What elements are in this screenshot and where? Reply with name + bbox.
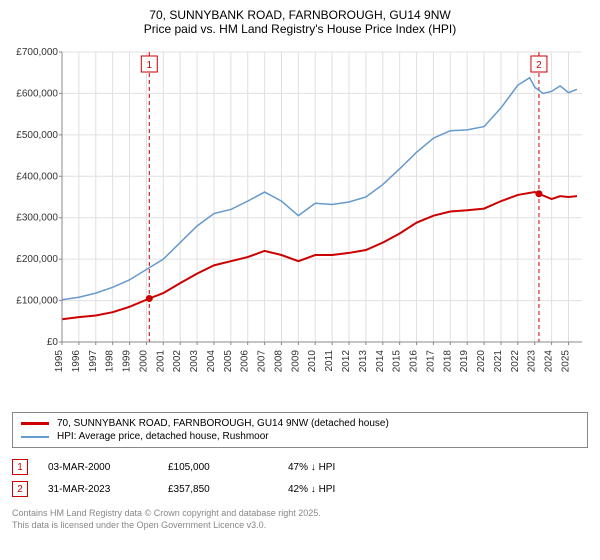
marker-table: 1 03-MAR-2000 £105,000 47% ↓ HPI 2 31-MA… <box>12 456 588 500</box>
footer-line-2: This data is licensed under the Open Gov… <box>12 520 588 532</box>
footer: Contains HM Land Registry data © Crown c… <box>12 508 588 531</box>
svg-text:2008: 2008 <box>273 350 284 373</box>
svg-text:£200,000: £200,000 <box>16 254 58 265</box>
svg-text:2018: 2018 <box>442 350 453 373</box>
legend-label: 70, SUNNYBANK ROAD, FARNBOROUGH, GU14 9N… <box>57 418 389 429</box>
svg-text:1996: 1996 <box>71 350 82 373</box>
svg-text:2021: 2021 <box>493 350 504 373</box>
footer-line-1: Contains HM Land Registry data © Crown c… <box>12 508 588 520</box>
svg-text:£700,000: £700,000 <box>16 47 58 58</box>
legend-label: HPI: Average price, detached house, Rush… <box>57 431 269 442</box>
svg-text:2005: 2005 <box>223 350 234 373</box>
svg-text:2016: 2016 <box>409 350 420 373</box>
legend: 70, SUNNYBANK ROAD, FARNBOROUGH, GU14 9N… <box>12 412 588 448</box>
svg-text:2013: 2013 <box>358 350 369 373</box>
marker-pct: 47% ↓ HPI <box>288 462 388 473</box>
svg-text:2009: 2009 <box>290 350 301 373</box>
svg-text:2001: 2001 <box>155 350 166 373</box>
svg-text:2019: 2019 <box>459 350 470 373</box>
svg-text:£100,000: £100,000 <box>16 296 58 307</box>
legend-item: 70, SUNNYBANK ROAD, FARNBOROUGH, GU14 9N… <box>21 417 579 430</box>
chart-plot-area: 1 2 £0 £100,000 £200,000 £300,000 £400,000 £500… <box>12 42 588 402</box>
marker-row: 2 31-MAR-2023 £357,850 42% ↓ HPI <box>12 478 588 500</box>
marker-badge: 2 <box>12 481 28 497</box>
svg-text:2014: 2014 <box>375 350 386 373</box>
svg-text:1998: 1998 <box>105 350 116 373</box>
svg-text:2025: 2025 <box>560 350 571 373</box>
svg-text:2010: 2010 <box>307 350 318 373</box>
svg-text:£600,000: £600,000 <box>16 88 58 99</box>
svg-text:2003: 2003 <box>189 350 200 373</box>
svg-text:2: 2 <box>536 60 542 71</box>
svg-text:2000: 2000 <box>138 350 149 373</box>
chart-title: 70, SUNNYBANK ROAD, FARNBOROUGH, GU14 9N… <box>12 8 588 36</box>
legend-swatch <box>21 436 49 438</box>
legend-swatch <box>21 422 49 425</box>
svg-text:2011: 2011 <box>324 350 335 372</box>
svg-text:1: 1 <box>147 60 153 71</box>
marker-row: 1 03-MAR-2000 £105,000 47% ↓ HPI <box>12 456 588 478</box>
marker-price: £357,850 <box>168 484 268 495</box>
marker-date: 31-MAR-2023 <box>48 484 148 495</box>
svg-text:2004: 2004 <box>206 350 217 373</box>
svg-text:1999: 1999 <box>122 350 133 373</box>
svg-text:£400,000: £400,000 <box>16 171 58 182</box>
marker-price: £105,000 <box>168 462 268 473</box>
svg-text:2002: 2002 <box>172 350 183 373</box>
marker-badge: 1 <box>12 459 28 475</box>
title-line-2: Price paid vs. HM Land Registry's House … <box>12 22 588 36</box>
svg-text:£300,000: £300,000 <box>16 213 58 224</box>
svg-text:2024: 2024 <box>544 350 555 373</box>
svg-text:£0: £0 <box>47 337 59 348</box>
svg-text:2015: 2015 <box>392 350 403 373</box>
legend-item: HPI: Average price, detached house, Rush… <box>21 430 579 443</box>
title-line-1: 70, SUNNYBANK ROAD, FARNBOROUGH, GU14 9N… <box>12 8 588 22</box>
svg-text:2023: 2023 <box>527 350 538 373</box>
svg-text:1997: 1997 <box>88 350 99 373</box>
marker-date: 03-MAR-2000 <box>48 462 148 473</box>
marker-pct: 42% ↓ HPI <box>288 484 388 495</box>
chart-svg: 1 2 £0 £100,000 £200,000 £300,000 £400,000 £500… <box>12 42 588 402</box>
svg-text:2020: 2020 <box>476 350 487 373</box>
svg-text:2022: 2022 <box>510 350 521 373</box>
chart-container: 70, SUNNYBANK ROAD, FARNBOROUGH, GU14 9N… <box>0 0 600 560</box>
svg-text:2006: 2006 <box>240 350 251 373</box>
svg-text:2017: 2017 <box>425 350 436 373</box>
svg-text:1995: 1995 <box>54 350 65 373</box>
svg-text:£500,000: £500,000 <box>16 130 58 141</box>
svg-text:2007: 2007 <box>257 350 268 373</box>
svg-text:2012: 2012 <box>341 350 352 373</box>
